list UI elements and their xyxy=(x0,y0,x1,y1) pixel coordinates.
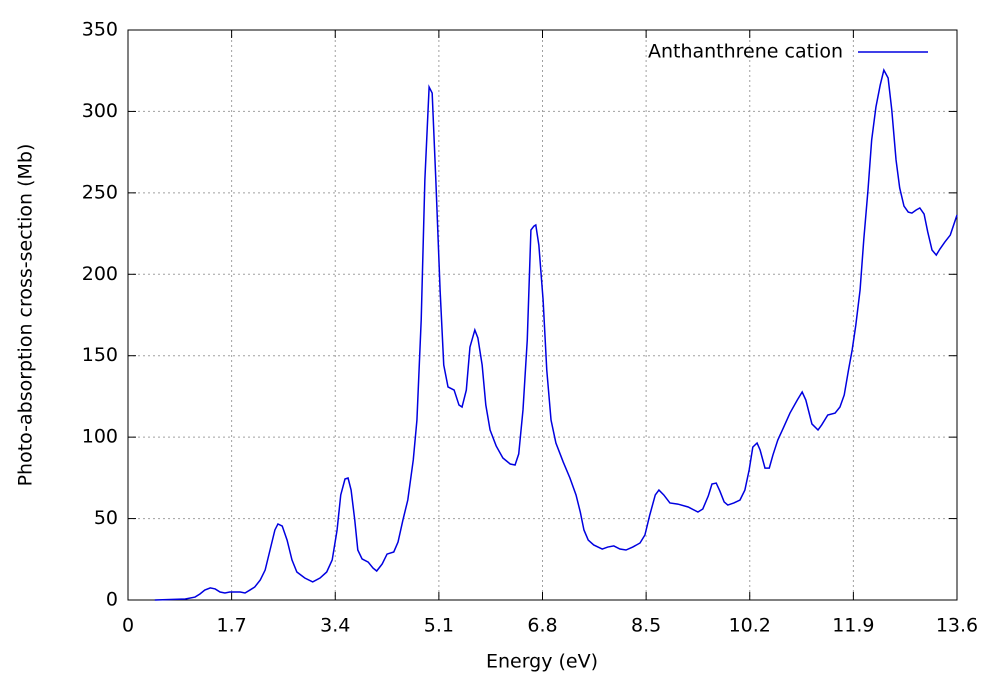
y-tick-label: 250 xyxy=(82,181,118,203)
x-tick-label: 10.2 xyxy=(729,615,771,637)
y-tick-label: 50 xyxy=(94,507,118,529)
y-tick-label: 150 xyxy=(82,344,118,366)
y-tick-label: 350 xyxy=(82,19,118,41)
x-tick-label: 13.6 xyxy=(936,615,978,637)
x-axis-label: Energy (eV) xyxy=(486,651,598,673)
x-tick-label: 11.9 xyxy=(832,615,874,637)
plot-frame xyxy=(127,29,958,601)
legend-label: Anthanthrene cation xyxy=(648,41,843,63)
y-axis-label: Photo-absorption cross-section (Mb) xyxy=(15,144,37,487)
y-tick-label: 100 xyxy=(82,426,118,448)
x-tick-label: 3.4 xyxy=(320,615,350,637)
x-tick-label: 1.7 xyxy=(217,615,247,637)
x-tick-label: 0 xyxy=(122,615,134,637)
y-tick-label: 0 xyxy=(106,589,118,611)
x-tick-label: 8.5 xyxy=(631,615,661,637)
y-tick-label: 200 xyxy=(82,263,118,285)
data-line xyxy=(154,67,958,601)
y-tick-label: 300 xyxy=(82,100,118,122)
x-tick-label: 6.8 xyxy=(527,615,557,637)
x-tick-label: 5.1 xyxy=(424,615,454,637)
